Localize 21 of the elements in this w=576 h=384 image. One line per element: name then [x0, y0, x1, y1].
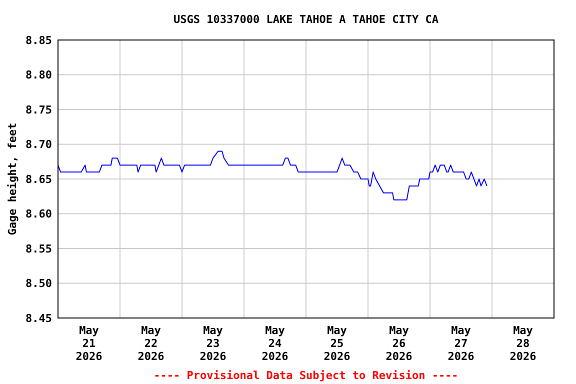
- y-tick-label: 8.70: [26, 138, 52, 152]
- y-tick-label: 8.60: [26, 208, 52, 221]
- x-tick-label: May 24 2026: [262, 324, 289, 363]
- y-tick-label: 8.55: [26, 242, 52, 256]
- line-series: [58, 150, 488, 200]
- x-tick-label: May 23 2026: [200, 324, 227, 363]
- y-tick-label: 8.50: [26, 277, 52, 290]
- chart-title: USGS 10337000 LAKE TAHOE A TAHOE CITY CA: [174, 13, 439, 26]
- y-tick-label: 8.80: [26, 68, 52, 82]
- x-tick-label: May 21 2026: [76, 324, 103, 363]
- x-tick-label: May 26 2026: [386, 324, 413, 363]
- x-tick-label: May 27 2026: [448, 324, 475, 363]
- y-axis-title: Gage height, feet: [6, 122, 19, 236]
- y-tick-label: 8.65: [26, 172, 52, 186]
- y-tick-label: 8.85: [26, 34, 52, 47]
- y-tick-label: 8.75: [26, 103, 52, 116]
- x-tick-label: May 22 2026: [138, 324, 165, 363]
- text: ---- Provisional Data Subject to Revision ----: [154, 369, 458, 382]
- y-tick-label: 8.45: [26, 312, 52, 325]
- x-tick-label: May 25 2026: [324, 324, 351, 363]
- x-tick-label: May 28 2026: [510, 324, 537, 363]
